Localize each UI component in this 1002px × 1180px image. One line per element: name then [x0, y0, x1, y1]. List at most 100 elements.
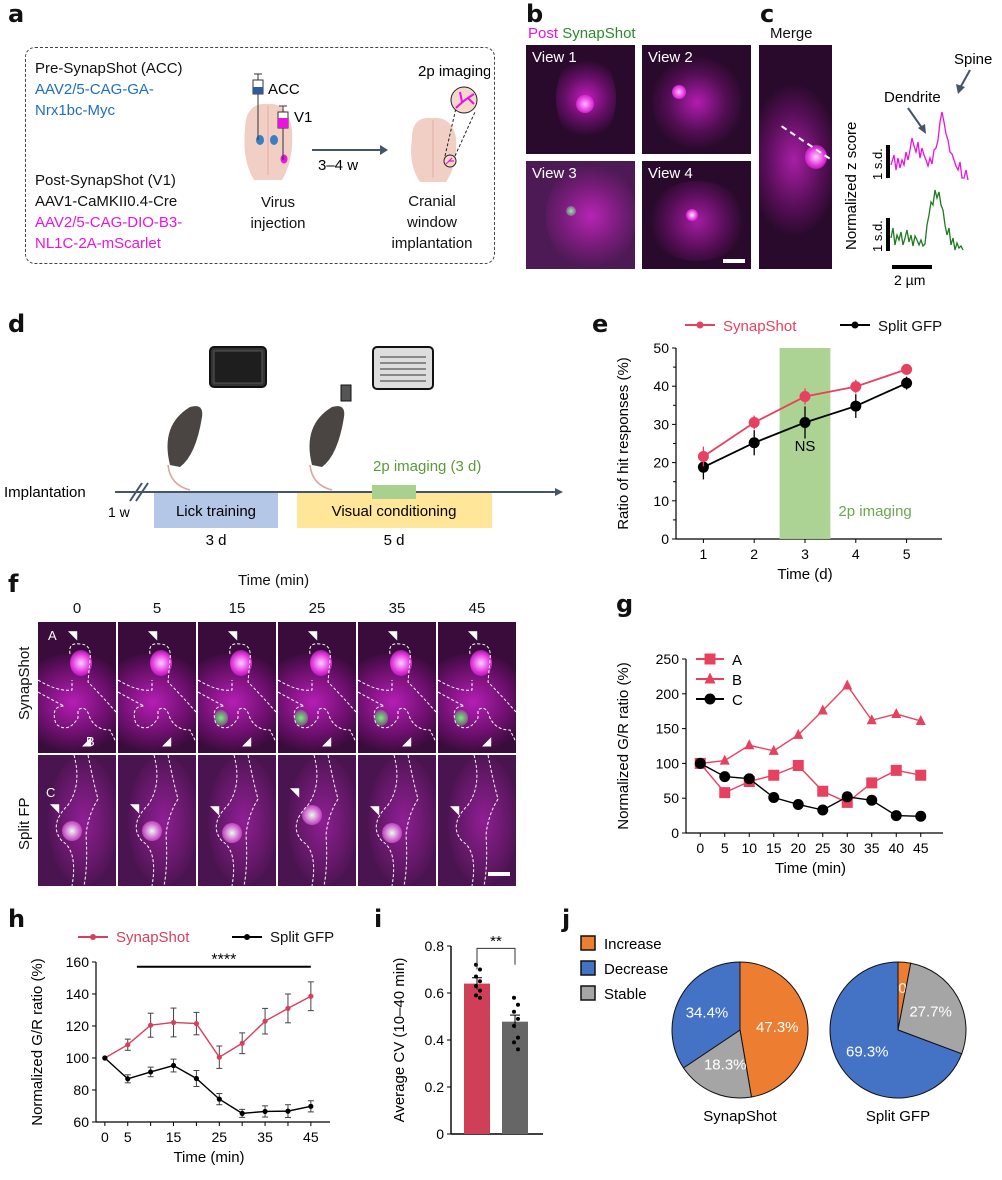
data-point [102, 1055, 108, 1061]
data-point [308, 1103, 314, 1109]
step2-line1: Cranial [408, 193, 456, 210]
y-tick-label: 250 [656, 651, 680, 667]
legend-label: Decrease [604, 961, 668, 978]
data-point [516, 1016, 520, 1021]
time-label: 0 [72, 600, 82, 617]
arrow-icon [312, 145, 388, 155]
micrograph-splitfp: ◥ [438, 755, 516, 886]
micrograph-splitfp: ◥ [118, 755, 196, 886]
x-tick-label: 15 [766, 840, 782, 856]
arrowhead-icon: ◥ [130, 801, 140, 815]
x-tick-label: 5 [903, 546, 911, 562]
profile-magenta [890, 111, 969, 181]
mouse-icon-2 [309, 384, 352, 491]
bar-synapshot [464, 983, 490, 1134]
y-tick-label: 140 [66, 986, 90, 1002]
y-tick-label: 0.6 [425, 985, 445, 1001]
pie-slice-increase [739, 961, 809, 1098]
dendrite-label: Dendrite [884, 89, 941, 106]
x-tick-label: 25 [212, 1129, 228, 1145]
x-tick-label: 45 [303, 1129, 319, 1145]
panel-label-a: a [8, 0, 25, 28]
pie-label: 69.3% [846, 1043, 889, 1060]
row-label-splitfp: Split FP [16, 797, 33, 850]
imaging-label: 2p imaging (3 d) [373, 458, 481, 475]
data-point [478, 988, 482, 993]
lick-training-label: Lick training [176, 503, 256, 520]
data-point [474, 993, 478, 998]
imaging-label: 2p imaging [418, 63, 490, 80]
scale-label-um: 2 µm [894, 272, 925, 288]
data-point [817, 785, 829, 797]
micrograph-merge [759, 45, 832, 269]
x-axis-label: Time (d) [777, 566, 832, 583]
syringe-label-acc: ACC [268, 81, 300, 98]
panel-label-j: j [562, 905, 571, 933]
syringe-icon-acc [252, 73, 264, 140]
syringe-icon-v1 [277, 105, 289, 160]
data-point [768, 744, 779, 755]
pie-slice-stable [897, 962, 967, 1055]
y-tick-label: 0.8 [425, 938, 445, 954]
x-tick-label: 1 [700, 546, 708, 562]
y-axis-label: Average CV (10–40 min) [391, 958, 408, 1123]
y-tick-label: 100 [656, 755, 680, 771]
data-point [799, 391, 811, 403]
x-axis-label: Time (min) [173, 1149, 244, 1166]
scale-bar-um [892, 265, 932, 269]
pre-virus-line1: AAV2/5-CAG-GA- [35, 81, 154, 98]
data-point [125, 1076, 131, 1082]
data-point [239, 1040, 245, 1046]
data-point [193, 1075, 200, 1082]
legend-label: Stable [604, 986, 647, 1003]
panel-f-title: Time (min) [238, 572, 310, 589]
arrowhead-icon: ◢ [242, 734, 252, 748]
panel-label-i: i [374, 905, 383, 933]
pie-slice-decrease [829, 961, 963, 1099]
step2-line3: implantation [391, 235, 473, 252]
data-point [915, 714, 926, 725]
data-point [901, 377, 913, 389]
micrograph-synapshot: ◥ ◢ A B [38, 622, 116, 753]
panel-d-timeline: Implantation 1 w Lick training 3 d Visua… [4, 346, 563, 549]
y-tick-label: 30 [653, 416, 669, 432]
syringe-label-v1: V1 [294, 109, 312, 126]
x-tick-label: 30 [839, 840, 855, 856]
arrow-label: 3–4 w [318, 157, 358, 174]
arrowhead-icon: ◥ [308, 628, 318, 642]
micrograph-synapshot: ◥ ◢ [278, 622, 356, 753]
x-tick-label: 2 [750, 546, 758, 562]
post-virus-line1: AAV2/5-CAG-DIO-B3- [35, 214, 183, 231]
x-tick-label: 35 [257, 1129, 273, 1145]
series-line-b [700, 684, 921, 765]
panel-label-h: h [8, 905, 26, 933]
series-line-synapshot [104, 995, 312, 1059]
legend-marker [244, 934, 250, 940]
x-tick-label: 10 [741, 840, 757, 856]
data-point [850, 381, 862, 393]
data-point [890, 810, 902, 822]
lick-training-bar [154, 493, 278, 528]
arrowhead-icon: ◥ [68, 628, 78, 642]
x-tick-label: 5 [124, 1129, 132, 1145]
data-point [743, 773, 755, 785]
marker-b: B [86, 734, 95, 749]
data-point [817, 804, 829, 816]
legend-synapshot: SynapShot [562, 25, 636, 42]
y-tick-label: 50 [653, 340, 669, 356]
data-point [148, 1069, 154, 1075]
data-point [768, 792, 780, 804]
data-point [866, 777, 878, 789]
view-label: View 3 [532, 165, 577, 182]
micrograph-splitfp: ◥ [358, 755, 436, 886]
y-tick-label: 0 [436, 1126, 444, 1142]
pie-split-gfp: 3.0%27.7%69.3% [829, 961, 967, 1099]
x-tick-label: 5 [721, 840, 729, 856]
pie-label: 18.3% [704, 1056, 747, 1073]
data-point [719, 771, 731, 783]
data-point [478, 979, 482, 984]
step2-line2: window [406, 214, 458, 231]
arrowhead-icon: ◥ [468, 628, 478, 642]
step1-line1: Virus [261, 194, 295, 211]
data-point [516, 1002, 520, 1007]
